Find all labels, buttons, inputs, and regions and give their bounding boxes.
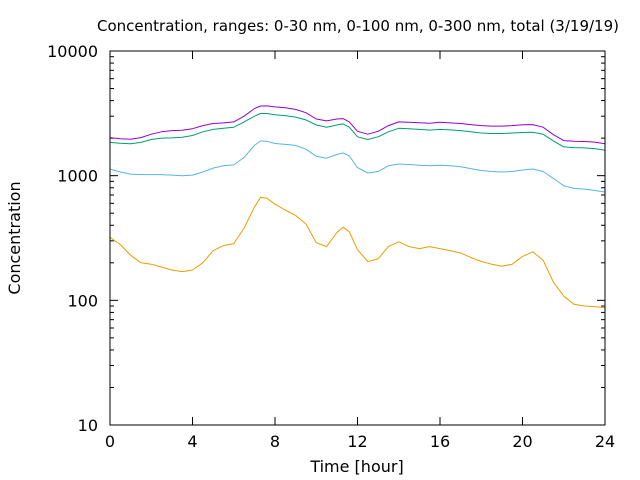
series-line-4 xyxy=(109,105,606,145)
tick-labels: 0 4 8 12 16 20 24 10 100 1000 10000 xyxy=(47,42,615,451)
series-line-3 xyxy=(109,113,606,151)
x-axis-label: Time [hour] xyxy=(309,457,403,476)
x-tick-label: 0 xyxy=(105,432,115,451)
x-tick-label: 8 xyxy=(270,432,280,451)
series-line-2 xyxy=(109,140,606,193)
plot-frame xyxy=(109,50,606,426)
y-tick-label: 1000 xyxy=(57,167,98,186)
x-tick-label: 12 xyxy=(347,432,367,451)
x-tick-label: 4 xyxy=(187,432,197,451)
series-line-1 xyxy=(109,196,606,309)
y-axis-label: Concentration xyxy=(5,181,24,294)
chart-title: Concentration, ranges: 0-30 nm, 0-100 nm… xyxy=(97,17,619,35)
y-tick-label: 10 xyxy=(78,416,98,435)
y-tick-label: 100 xyxy=(67,291,98,310)
x-tick-label: 24 xyxy=(595,432,615,451)
y-tick-label: 10000 xyxy=(47,42,98,61)
x-tick-label: 16 xyxy=(430,432,450,451)
series-layer xyxy=(109,105,606,309)
x-tick-label: 20 xyxy=(512,432,532,451)
